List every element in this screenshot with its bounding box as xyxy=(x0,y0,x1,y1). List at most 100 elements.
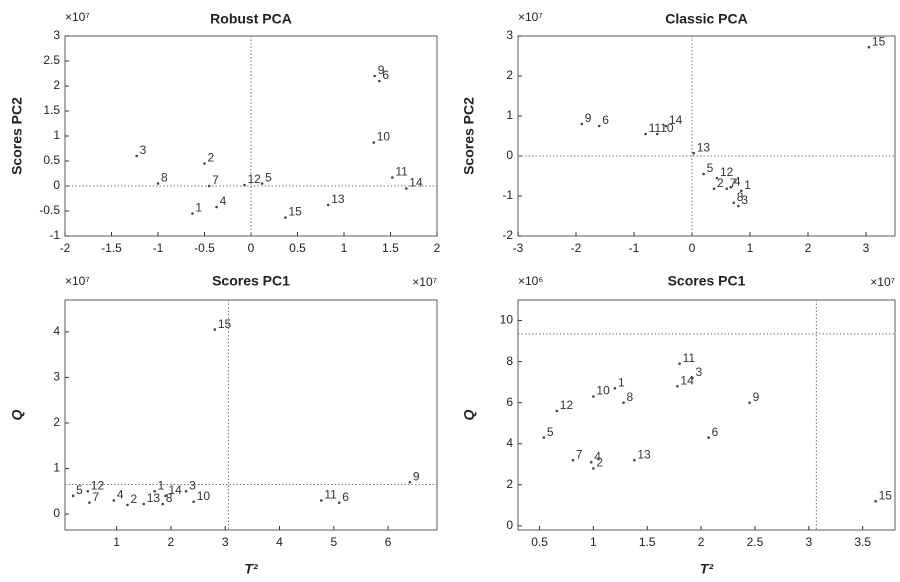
point-label: 2 xyxy=(717,176,724,190)
point xyxy=(215,205,218,209)
point xyxy=(71,494,75,498)
point xyxy=(213,328,217,331)
x-axis-label: Scores PC1 xyxy=(212,273,290,289)
axes-frame xyxy=(517,299,896,531)
point-label: 15 xyxy=(218,317,232,331)
point-label: 11 xyxy=(683,351,696,365)
y-tick-label: 1 xyxy=(53,461,60,475)
point xyxy=(874,499,877,503)
point xyxy=(729,185,733,189)
point-label: 9 xyxy=(413,469,420,483)
point xyxy=(405,187,408,190)
y-tick-label: 0 xyxy=(506,518,513,532)
x-tick-label: 2 xyxy=(805,241,812,255)
x-tick-label: 1 xyxy=(341,241,348,255)
point-label: 15 xyxy=(879,488,893,502)
point-label: 12 xyxy=(720,165,734,179)
point-label: 8 xyxy=(627,390,634,404)
point-label: 1 xyxy=(158,478,165,492)
point xyxy=(725,187,729,191)
y-tick-label: 1.5 xyxy=(43,103,60,117)
x-tick-label: -1.5 xyxy=(101,241,122,255)
point-label: 1 xyxy=(618,375,625,389)
point-label: 12 xyxy=(91,478,105,492)
y-tick-label: 4 xyxy=(506,436,513,450)
point xyxy=(372,141,376,144)
point-label: 13 xyxy=(697,140,711,154)
point xyxy=(542,436,546,439)
point-label: 10 xyxy=(377,130,391,144)
point-label: 2 xyxy=(130,492,137,506)
point xyxy=(867,45,871,49)
y-tick-label: 4 xyxy=(53,324,60,338)
y-tick-label: 0 xyxy=(53,178,60,192)
point xyxy=(676,384,679,388)
x-exponent: ×10⁷ xyxy=(870,275,895,289)
y-tick-label: 3 xyxy=(53,28,60,42)
y-tick-label: 3 xyxy=(506,28,513,42)
point-label: 14 xyxy=(409,176,423,190)
point xyxy=(715,176,719,180)
point xyxy=(156,182,160,185)
x-tick-label: 3.5 xyxy=(854,535,871,549)
y-tick-label: 3 xyxy=(53,370,60,384)
x-tick-label: 1.5 xyxy=(382,241,399,255)
x-tick-label: -1 xyxy=(629,241,640,255)
x-tick-label: 5 xyxy=(330,535,337,549)
x-tick-label: -3 xyxy=(513,241,524,255)
point-label: 12 xyxy=(560,398,574,412)
x-tick-label: 2 xyxy=(168,535,175,549)
point xyxy=(692,151,696,155)
point-label: 5 xyxy=(76,483,83,497)
point xyxy=(161,502,165,506)
y-tick-label: 2 xyxy=(506,477,513,491)
point xyxy=(589,460,593,464)
point xyxy=(337,501,341,504)
point xyxy=(142,502,146,506)
point-label: 10 xyxy=(660,121,674,135)
point xyxy=(320,499,323,502)
point xyxy=(592,395,595,398)
point xyxy=(126,503,129,507)
point xyxy=(748,401,751,404)
point xyxy=(112,499,116,502)
y-axis-label: Q xyxy=(9,409,25,420)
point-label: 5 xyxy=(265,171,272,185)
y-tick-label: 2.5 xyxy=(43,53,60,67)
point-label: 7 xyxy=(212,173,219,187)
x-tick-label: 4 xyxy=(276,535,283,549)
point xyxy=(664,124,668,128)
x-tick-label: 1.5 xyxy=(639,535,656,549)
point-label: 12 xyxy=(247,172,261,186)
y-exponent: ×10⁷ xyxy=(518,10,543,24)
point-label: 3 xyxy=(189,478,196,492)
point-label: 14 xyxy=(168,483,182,497)
point-label: 9 xyxy=(753,390,760,404)
x-tick-label: 0.5 xyxy=(531,535,548,549)
x-tick-label: 3 xyxy=(805,535,812,549)
y-tick-label: 2 xyxy=(506,68,513,82)
y-tick-label: 2 xyxy=(53,78,60,92)
point-label: 15 xyxy=(872,34,886,48)
x-axis-label: T² xyxy=(700,561,714,577)
y-tick-label: 0.5 xyxy=(43,153,60,167)
point-label: 11 xyxy=(395,165,408,179)
point-label: 10 xyxy=(596,384,610,398)
point-label: 11 xyxy=(324,488,337,502)
point-label: 6 xyxy=(712,425,719,439)
x-tick-label: 2 xyxy=(434,241,441,255)
point-label: 3 xyxy=(140,143,147,157)
point xyxy=(732,201,736,205)
x-tick-label: -1 xyxy=(153,241,164,255)
point-label: 15 xyxy=(288,205,302,219)
point-label: 7 xyxy=(576,447,583,461)
point-label: 10 xyxy=(197,489,211,503)
x-axis-label: Scores PC1 xyxy=(668,273,746,289)
x-tick-label: -2 xyxy=(60,241,71,255)
chart-title: Classic PCA xyxy=(665,11,747,27)
y-exponent: ×10⁷ xyxy=(65,274,90,288)
point xyxy=(86,489,90,493)
y-tick-label: 0 xyxy=(506,148,513,162)
point-label: 9 xyxy=(378,63,385,77)
y-tick-label: -0.5 xyxy=(39,203,60,217)
